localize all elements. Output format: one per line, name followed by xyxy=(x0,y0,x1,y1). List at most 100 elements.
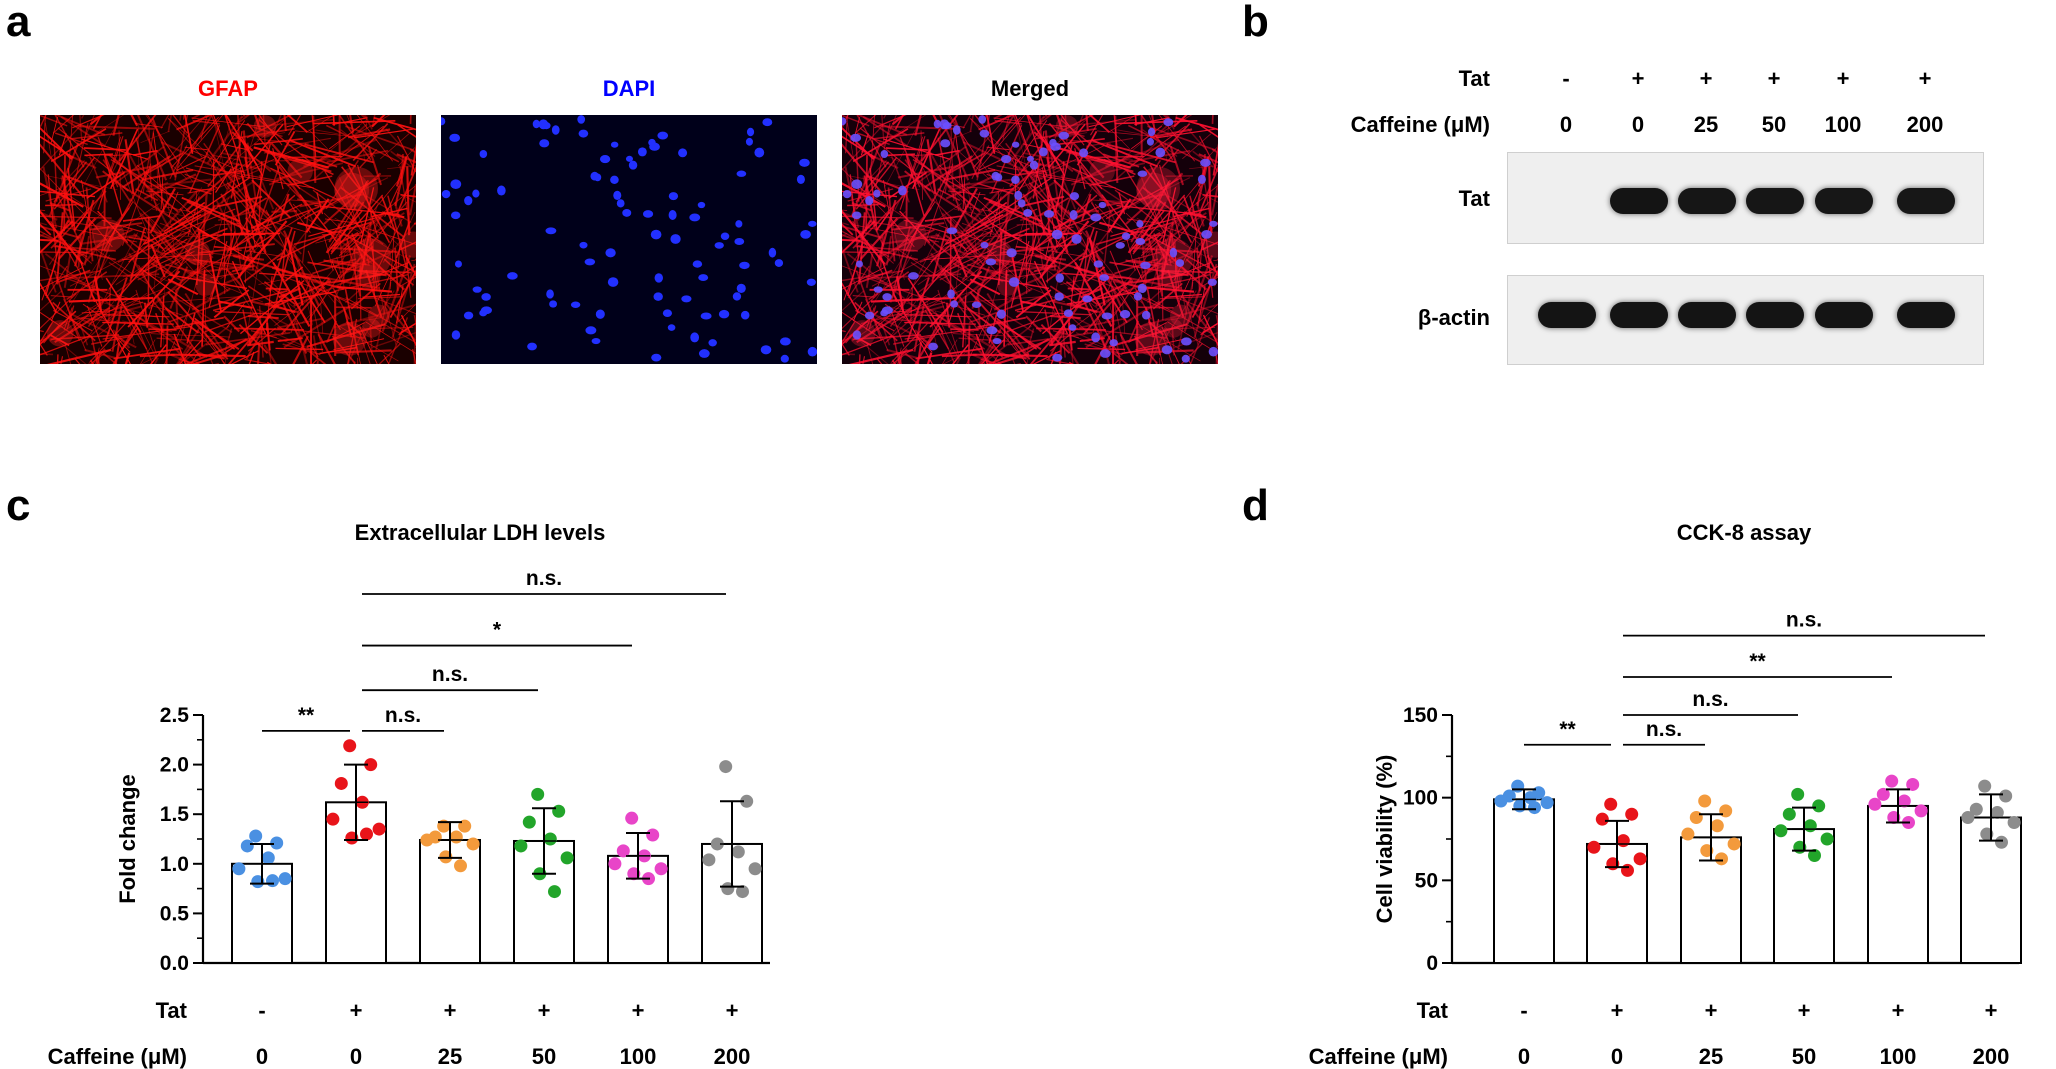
data-point xyxy=(1616,834,1630,848)
data-point xyxy=(326,812,340,826)
y-tick-label: 1.5 xyxy=(160,803,190,826)
data-point xyxy=(740,794,754,808)
bar xyxy=(1960,816,2022,964)
wb-caffeine-dose: 200 xyxy=(1906,112,1944,137)
tat-row-label: Tat xyxy=(1417,998,1449,1023)
wb-caffeine-dose: 0 xyxy=(1559,112,1573,137)
data-point xyxy=(360,827,373,841)
gfap-title: GFAP xyxy=(198,76,258,101)
data-point xyxy=(1689,811,1703,825)
data-point xyxy=(1681,827,1695,841)
chart-d: 0 50 100 150 Cell viability (%) ** n.s. n.s. ** n… xyxy=(1309,609,2022,1069)
data-point xyxy=(1621,863,1634,877)
wb-caffeine-dose: 0 xyxy=(1631,112,1645,137)
data-point xyxy=(1710,819,1724,833)
wb-tat-sign: + xyxy=(1699,66,1713,91)
data-point xyxy=(334,776,348,790)
data-point xyxy=(522,815,536,829)
data-point xyxy=(266,874,279,888)
data-point xyxy=(1812,799,1826,813)
data-point xyxy=(1715,852,1728,866)
tat-sign: + xyxy=(726,998,739,1023)
data-point xyxy=(548,885,561,899)
significance-label: n.s. xyxy=(526,567,562,590)
data-point xyxy=(420,833,434,847)
data-point xyxy=(1978,779,1992,793)
wb-tat-sign: + xyxy=(1631,66,1645,91)
y-tick-label: 100 xyxy=(1403,787,1438,810)
tat-sign: + xyxy=(1892,998,1905,1023)
data-point xyxy=(1604,797,1618,811)
tat-sign: + xyxy=(1985,998,1998,1023)
significance-label: n.s. xyxy=(385,704,421,727)
tat-sign: + xyxy=(444,998,457,1023)
data-point xyxy=(625,811,639,825)
significance-label: ** xyxy=(1559,718,1576,741)
bar xyxy=(419,838,481,965)
data-point xyxy=(1791,787,1805,801)
chart-c: 0.0 0.5 1.0 1.5 2.0 2.5 Fold change ** n.s. n.s. *… xyxy=(48,567,770,1069)
y-tick-label: 0 xyxy=(1426,952,1438,975)
data-point xyxy=(731,845,745,859)
actin-blot xyxy=(1507,275,1984,365)
data-point xyxy=(1897,794,1911,808)
data-point xyxy=(646,828,660,842)
data-point xyxy=(1876,787,1890,801)
data-point xyxy=(364,758,378,772)
data-point xyxy=(1995,835,2008,849)
data-point xyxy=(1523,791,1537,805)
data-point xyxy=(466,837,480,851)
wb-band xyxy=(1746,302,1804,328)
panel-letter-c: c xyxy=(6,481,31,530)
y-axis-label: Fold change xyxy=(115,774,140,904)
data-point xyxy=(719,760,733,774)
data-point xyxy=(1969,802,1983,816)
panel-letter-d: d xyxy=(1242,481,1269,530)
caffeine-dose: 200 xyxy=(1973,1044,2010,1069)
data-point xyxy=(552,804,566,818)
wb-band xyxy=(1610,302,1668,328)
data-point xyxy=(1494,794,1508,808)
wb-tat-sign: + xyxy=(1836,66,1850,91)
data-point xyxy=(1782,807,1796,821)
data-point xyxy=(1961,811,1975,825)
data-point xyxy=(1774,824,1788,838)
data-point xyxy=(1868,797,1882,811)
data-point xyxy=(1906,777,1920,791)
dapi-image xyxy=(441,115,817,364)
wb-tat-sign: + xyxy=(1767,66,1781,91)
tat-sign: + xyxy=(1705,998,1718,1023)
caffeine-row-label: Caffeine (μM) xyxy=(48,1044,187,1069)
data-point xyxy=(270,836,284,850)
wb-caffeine-row-label: Caffeine (μM) xyxy=(1350,112,1490,137)
tat-sign: + xyxy=(1798,998,1811,1023)
merged-title: Merged xyxy=(990,76,1070,101)
data-point xyxy=(710,837,724,851)
data-point xyxy=(608,857,622,871)
data-point xyxy=(1625,807,1639,821)
wb-tat-sign: - xyxy=(1562,66,1570,91)
chart-d-title: CCK-8 assay xyxy=(1676,520,1812,545)
dapi-title: DAPI xyxy=(602,76,656,101)
caffeine-dose: 25 xyxy=(1699,1044,1723,1069)
chart-c-title: Extracellular LDH levels xyxy=(354,520,606,545)
data-point xyxy=(1698,794,1712,808)
data-point xyxy=(1820,832,1834,846)
data-point xyxy=(1528,801,1541,815)
data-point xyxy=(454,859,467,873)
data-point xyxy=(1885,774,1899,788)
bar xyxy=(1867,804,1929,964)
bar xyxy=(1493,798,1555,964)
caffeine-dose: 50 xyxy=(532,1044,556,1069)
caffeine-dose: 200 xyxy=(714,1044,751,1069)
wb-band xyxy=(1815,302,1873,328)
caffeine-dose: 100 xyxy=(620,1044,657,1069)
data-point xyxy=(1999,789,2013,803)
y-tick-label: 0.0 xyxy=(160,952,189,975)
data-point xyxy=(702,853,716,867)
significance-label: n.s. xyxy=(1646,718,1682,741)
data-point xyxy=(560,851,574,865)
panel-letter-a: a xyxy=(6,0,31,46)
significance-label: * xyxy=(493,619,502,642)
panel-letter-b: b xyxy=(1242,0,1269,46)
